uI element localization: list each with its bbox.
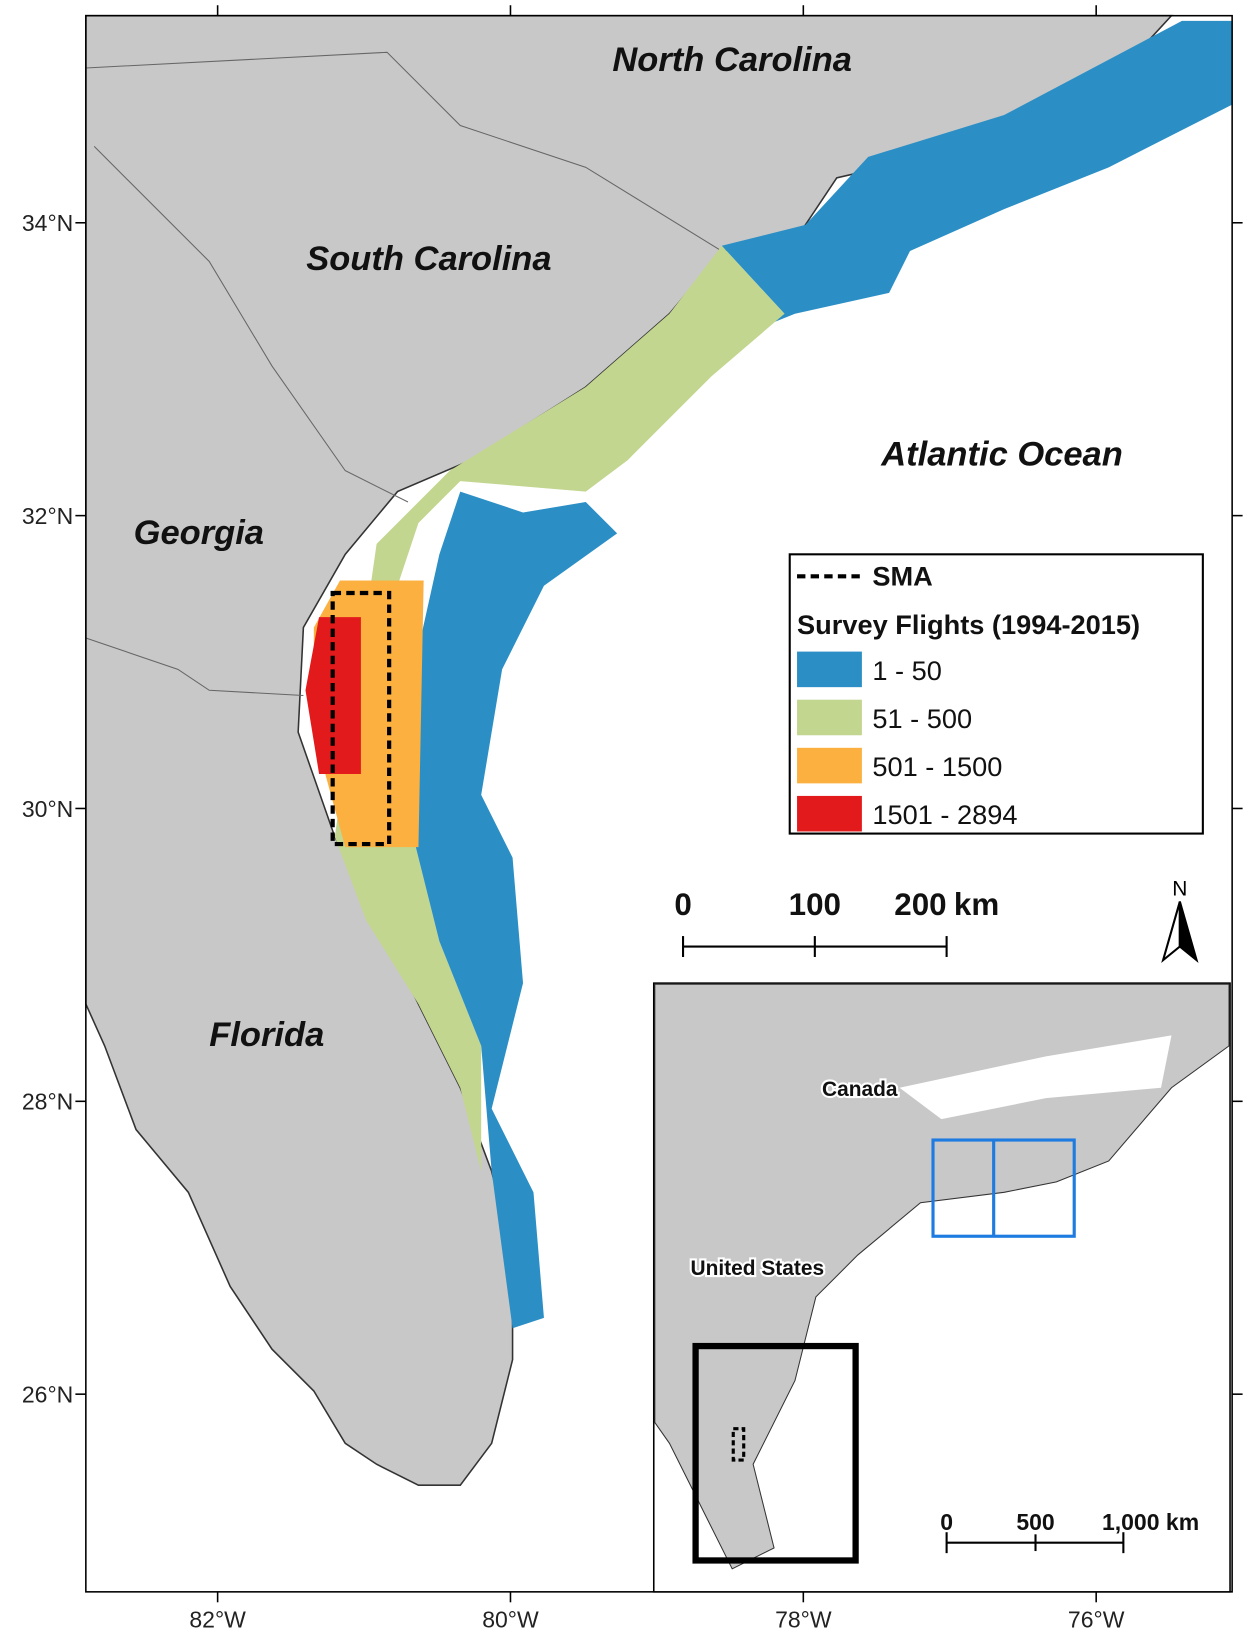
survey-area [407,491,618,1329]
state-border [85,637,304,697]
survey-area [334,245,785,1172]
scale-label: 100 [789,887,841,922]
legend-label: 1501 - 2894 [872,799,1017,830]
lat-tick-label: 32°N [22,503,73,529]
survey-area [721,20,1233,335]
lon-tick-label: 82°W [189,1606,246,1632]
inset-land [654,983,1230,1570]
region-label: Florida [209,1016,324,1054]
legend-swatch [797,699,862,736]
north-arrow [1178,901,1199,964]
legend-label: 51 - 500 [872,703,972,734]
inset-scale-label: 1,000 km [1102,1509,1199,1535]
inset-label: Canada [822,1078,898,1101]
lon-tick-label: 78°W [775,1606,832,1632]
graticule: 82°W 80°W 78°W 76°W 34°N 32°N 30°N 28°N 26°N [22,5,1243,1632]
inset-label: United States [691,1257,825,1280]
inset-scale-label: 0 [940,1509,953,1535]
legend-title: Survey Flights (1994-2015) [797,609,1140,640]
inset-other-area [931,1138,1076,1238]
region-label: South Carolina [306,240,551,278]
region-label: Atlantic Ocean [880,435,1123,473]
state-border [93,146,409,503]
region-label: Georgia [134,514,264,552]
legend-items: 1 - 50 51 - 500 501 - 1500 1501 - 2894 [797,651,1017,832]
legend-label: 501 - 1500 [872,751,1002,782]
legend-swatch [797,747,862,784]
lon-tick-label: 80°W [482,1606,539,1632]
legend-box [788,553,1204,835]
survey-area [305,617,361,774]
inset-study-area [692,1342,859,1564]
legend-sma: SMA [872,561,932,592]
lat-tick-label: 34°N [22,210,73,236]
region-label: North Carolina [612,41,852,79]
lat-tick-label: 26°N [22,1382,73,1408]
lon-tick-label: 76°W [1068,1606,1125,1632]
scale-unit: km [954,887,999,922]
lat-tick-label: 30°N [22,796,73,822]
inset-sma [731,1427,746,1462]
scale-label: 0 [674,887,691,922]
lat-tick-label: 28°N [22,1089,73,1115]
sma-boundary [330,590,392,847]
state-border [85,51,723,252]
scale-bar: 0 100 200 km [674,887,999,957]
legend-label: 1 - 50 [872,655,942,686]
legend-swatch [797,795,862,832]
legend-swatch [797,651,862,688]
north-label: N [1172,877,1187,900]
inset-water [899,1035,1172,1120]
scale-label: 200 [894,887,946,922]
inset-scale-label: 500 [1016,1509,1054,1535]
